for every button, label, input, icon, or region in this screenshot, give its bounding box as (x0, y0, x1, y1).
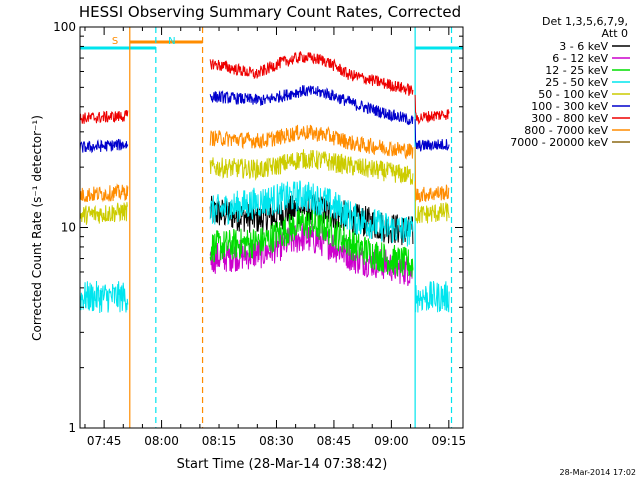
x-tick-label: 07:45 (87, 434, 122, 448)
x-tick-label: 09:00 (374, 434, 409, 448)
legend-entry: 12 - 25 keV (545, 64, 630, 77)
legend-label: 300 - 800 keV (531, 112, 608, 125)
series-line (209, 149, 414, 185)
series-100-300-kev (79, 85, 450, 154)
series-line (79, 280, 129, 314)
series-line (209, 180, 414, 247)
legend-label: 100 - 300 keV (531, 100, 608, 113)
series-800-7000-kev (79, 124, 450, 203)
chart-title: HESSI Observing Summary Count Rates, Cor… (79, 3, 461, 21)
legend-header: Det 1,3,5,6,7,9, (542, 15, 628, 28)
series-line (414, 246, 450, 313)
legend-label: 7000 - 20000 keV (510, 136, 608, 149)
x-tick-label: 08:45 (317, 434, 352, 448)
axes: 1 10 100 07:45 08:00 08:15 08:30 08:45 09:00 09:1… (53, 20, 466, 448)
legend-label: 6 - 12 keV (552, 52, 608, 65)
legend-label: 12 - 25 keV (545, 64, 608, 77)
series-line (414, 181, 450, 224)
legend-entry: 300 - 800 keV (531, 112, 630, 125)
series-line (79, 110, 129, 124)
legend-entry: 25 - 50 keV (545, 76, 630, 89)
legend-label: 25 - 50 keV (545, 76, 608, 89)
annotation-s: S (112, 36, 118, 47)
x-tick-label: 09:15 (432, 434, 467, 448)
series-line (79, 183, 129, 203)
legend-label: 3 - 6 keV (559, 40, 608, 53)
series-line (414, 94, 450, 125)
series-line (79, 138, 129, 154)
x-tick-label: 08:00 (144, 434, 179, 448)
series-25-50-kev (79, 180, 450, 314)
legend-label: 800 - 7000 keV (524, 124, 608, 137)
y-tick-label: 10 (61, 221, 76, 235)
x-tick-label: 08:15 (202, 434, 237, 448)
series-line (79, 202, 128, 225)
y-tick-label: 1 (68, 421, 76, 435)
series-12-25-kev (209, 208, 414, 278)
x-axis-label: Start Time (28-Mar-14 07:38:42) (177, 457, 388, 472)
series-50-100-kev (79, 149, 450, 225)
annotation-n: N (168, 36, 175, 47)
legend-entry: 100 - 300 keV (531, 100, 630, 113)
legend-entry: 6 - 12 keV (552, 52, 630, 65)
series-line (414, 119, 450, 152)
series-layer (79, 51, 450, 314)
series-300-800-kev (79, 51, 450, 125)
series-line (414, 146, 450, 203)
legend-label: 50 - 100 keV (538, 88, 608, 101)
x-tick-label: 08:30 (259, 434, 294, 448)
legend-entry: 7000 - 20000 keV (510, 136, 630, 149)
series-line (209, 51, 414, 96)
legend-entry: 800 - 7000 keV (524, 124, 630, 137)
series-line (209, 124, 414, 160)
series-line (209, 208, 414, 278)
legend-entry: 3 - 6 keV (559, 40, 630, 53)
legend-header: Att 0 (602, 27, 628, 40)
legend-entry: 50 - 100 keV (538, 88, 630, 101)
y-axis-label: Corrected Count Rate (s⁻¹ detector⁻¹) (30, 115, 44, 341)
y-tick-label: 100 (53, 20, 76, 34)
timestamp: 28-Mar-2014 17:02 (560, 468, 637, 477)
series-line (209, 85, 414, 126)
